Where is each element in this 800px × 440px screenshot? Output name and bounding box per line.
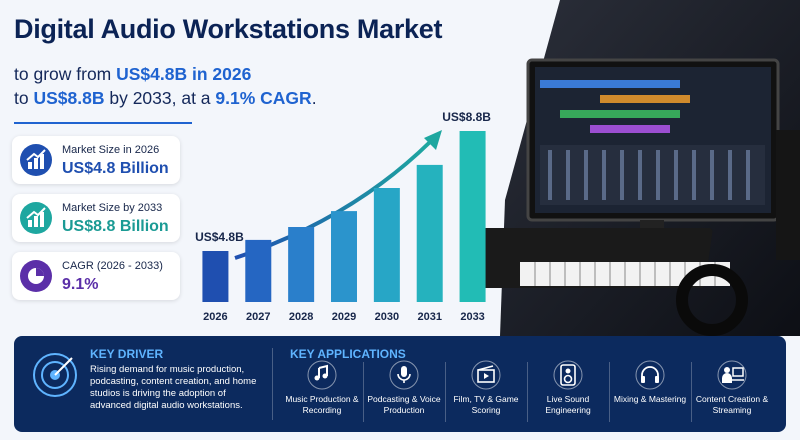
stat-card: Market Size by 2033 US$8.8 Billion (12, 194, 180, 242)
subtitle-part: US$4.8B in 2026 (116, 64, 252, 84)
x-tick-label: 2029 (332, 311, 356, 323)
application-label: Podcasting & Voice Production (367, 394, 441, 415)
application-icon (471, 360, 501, 390)
application: Podcasting & Voice Production (366, 360, 442, 416)
key-driver-text: Rising demand for music production, podc… (90, 364, 257, 411)
stat-label: Market Size by 2033 (62, 202, 163, 214)
bar (331, 211, 357, 302)
x-tick-label: 2028 (289, 311, 313, 323)
bottom-panel (14, 336, 786, 432)
separator (691, 362, 692, 422)
x-tick-label: 2030 (375, 311, 399, 323)
subtitle-line: to US$8.8B by 2033, at a 9.1% CAGR. (14, 86, 317, 110)
bar-chart: 2026 US$4.8B 2027 2028 2029 2030 2031 2033 US$8.… (195, 110, 491, 323)
stat-card: Market Size in 2026 US$4.8 Billion (12, 136, 180, 184)
stat-label: CAGR (2026 - 2033) (62, 260, 163, 272)
application: Live Sound Engineering (530, 360, 606, 416)
divider (14, 122, 192, 124)
application: Music Production & Recording (284, 360, 360, 416)
application-label: Live Sound Engineering (545, 394, 591, 415)
application-label: Music Production & Recording (285, 394, 359, 415)
application-label: Film, TV & Game Scoring (453, 394, 519, 415)
application-label: Mixing & Mastering (613, 394, 687, 404)
application-label: Content Creation & Streaming (695, 394, 769, 415)
bar (459, 131, 486, 302)
subtitle-part: to (14, 88, 34, 108)
separator (609, 362, 610, 422)
key-applications-title: KEY APPLICATIONS (290, 347, 406, 361)
icon (20, 260, 52, 292)
x-tick-label: 2031 (417, 311, 441, 323)
title: Digital Audio Workstations Market (14, 14, 443, 44)
separator (272, 348, 273, 420)
subtitle: to grow from US$4.8B in 2026 to US$8.8B b… (14, 62, 317, 110)
subtitle-part: US$8.8B (33, 88, 105, 108)
target-icon (33, 353, 77, 397)
separator (445, 362, 446, 422)
x-tick-label: 2027 (246, 311, 270, 323)
key-driver-title: KEY DRIVER (90, 347, 164, 361)
application: Film, TV & Game Scoring (448, 360, 524, 416)
application-icon (717, 360, 747, 390)
subtitle-line: to grow from US$4.8B in 2026 (14, 62, 317, 86)
application-icon (635, 360, 665, 390)
bar (245, 239, 272, 302)
application-icon (553, 360, 583, 390)
stat-value: 9.1% (62, 276, 99, 293)
subtitle-part: 9.1% CAGR (215, 88, 312, 108)
stat-value: US$8.8 Billion (62, 218, 169, 235)
stat-value: US$4.8 Billion (62, 160, 169, 177)
subtitle-part: to grow from (14, 64, 117, 84)
icon (20, 202, 52, 234)
application: Mixing & Mastering (612, 360, 688, 405)
application: Content Creation & Streaming (694, 360, 770, 416)
subtitle-part: by 2033, at a (104, 88, 216, 108)
bar (202, 251, 229, 302)
bar (416, 164, 443, 302)
bar (373, 188, 400, 302)
application-icon (389, 360, 419, 390)
icon (20, 144, 52, 176)
bar (288, 227, 315, 302)
subtitle-part: . (311, 88, 317, 108)
stat-label: Market Size in 2026 (62, 144, 160, 156)
x-tick-label: 2026 (203, 311, 227, 323)
separator (363, 362, 364, 422)
stat-card: CAGR (2026 - 2033) 9.1% (12, 252, 180, 300)
separator (527, 362, 528, 422)
arrow-head (424, 130, 442, 150)
application-icon (307, 360, 337, 390)
value-label: US$4.8B (195, 230, 244, 244)
x-tick-label: 2033 (460, 311, 484, 323)
value-label: US$8.8B (442, 110, 491, 124)
